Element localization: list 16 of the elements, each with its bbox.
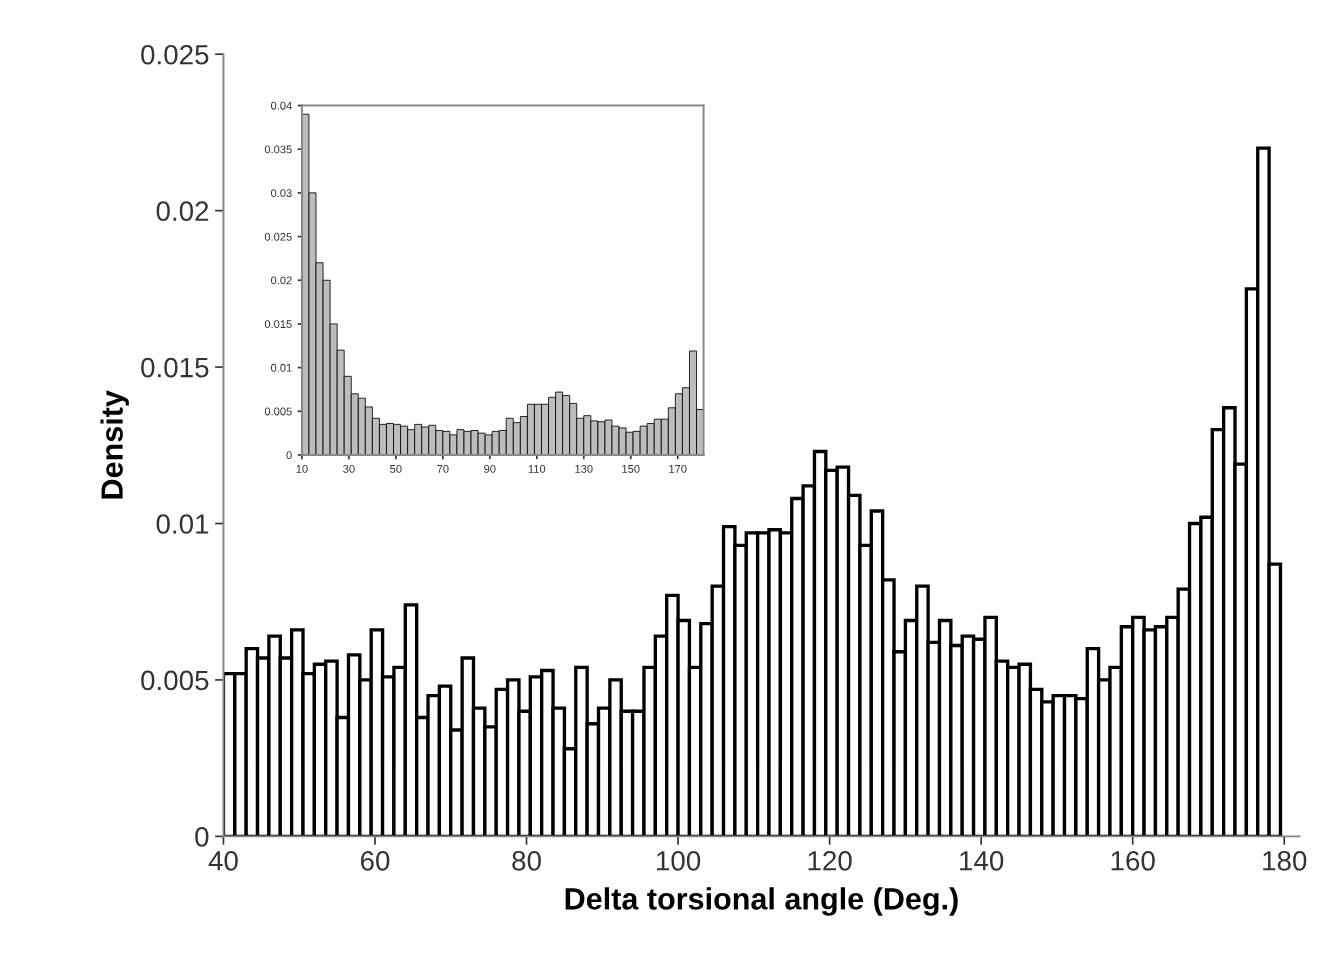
x-tick-label: 60 [360,850,390,871]
x-axis-title: Delta torsional angle (Deg.) [565,887,958,916]
y-axis-title: Density [100,390,129,499]
x-tick-label: 140 [960,850,1004,871]
x-tick-label: 80 [512,850,541,871]
x-tick-label: 160 [1111,850,1155,871]
y-tick-label: 0.025 [141,44,209,65]
y-tick-label: 0.005 [141,670,209,691]
y-tick-label: 0 [195,827,209,847]
x-tick-label: 40 [208,850,238,871]
y-tick-label: 0.015 [141,357,209,378]
x-tick-label: 100 [657,850,701,871]
y-tick-label: 0.01 [156,514,209,534]
x-tick-label: 120 [808,850,852,871]
y-tick-label: 0.02 [156,201,209,221]
x-tick-label: 180 [1263,850,1307,871]
